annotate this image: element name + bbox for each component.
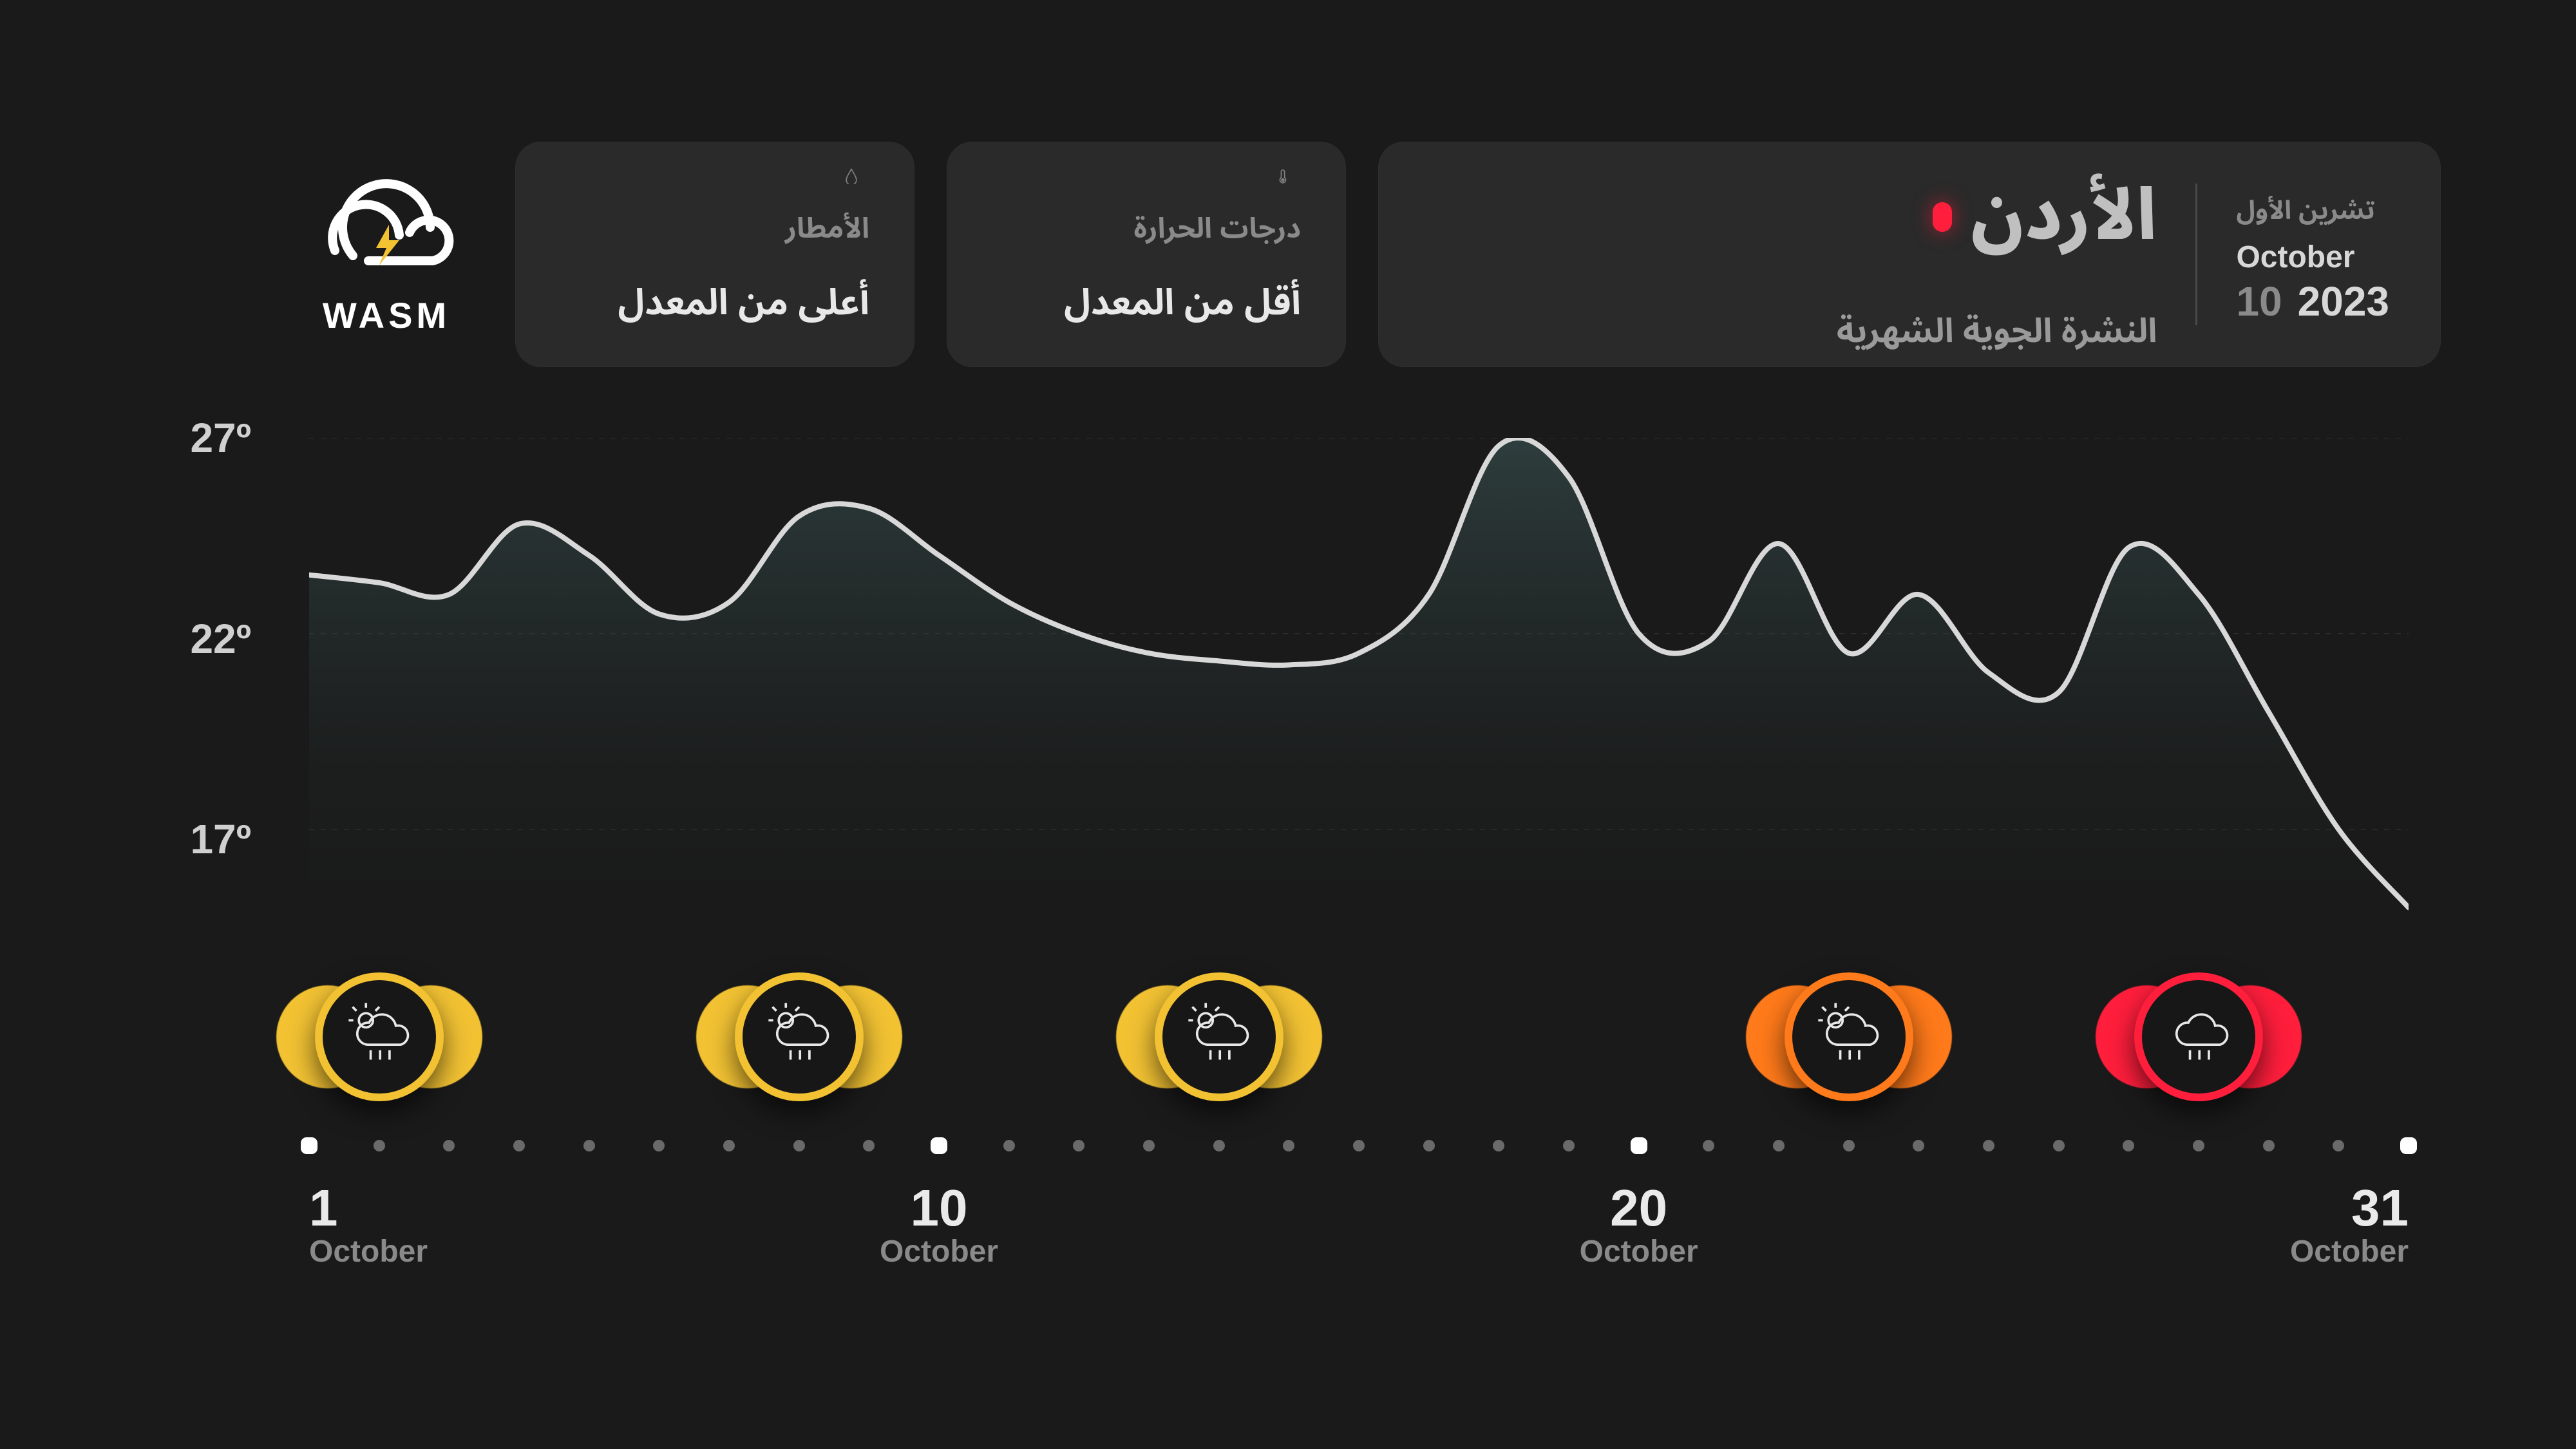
day-dot (1631, 1137, 1647, 1154)
day-dot (1983, 1140, 1994, 1151)
brand-logo: WASM (290, 142, 483, 367)
card-rain: الأمطار أعلى من المعدل (515, 142, 914, 367)
day-dot (1843, 1140, 1855, 1151)
weather-badge (1155, 972, 1283, 1101)
hero-title-block: الأردن النشرة الجوية الشهرية (1837, 142, 2157, 367)
day-dot (1423, 1140, 1435, 1151)
rain-value: أعلى من المعدل (618, 265, 869, 341)
day-dot (443, 1140, 455, 1151)
day-dot (583, 1140, 595, 1151)
y-tick-label: 22º (190, 615, 251, 663)
header-row: WASM الأمطار أعلى من المعدل درجات الحرار… (290, 142, 2441, 367)
day-dot (2053, 1140, 2065, 1151)
weather-badge (735, 972, 864, 1101)
year: 2023 (2298, 278, 2389, 325)
day-dot (1143, 1140, 1155, 1151)
x-tick-label: 10October (880, 1179, 998, 1269)
day-dot (2263, 1140, 2275, 1151)
day-dot (2123, 1140, 2134, 1151)
weather-badge (315, 972, 444, 1101)
day-dot (374, 1140, 385, 1151)
temp-value: أقل من المعدل (1064, 265, 1301, 341)
day-dot (1073, 1140, 1084, 1151)
day-dot (1703, 1140, 1714, 1151)
hero-country: الأردن (1933, 142, 2157, 292)
chart-area: 27º22º17º (129, 438, 2447, 1282)
y-axis-labels: 27º22º17º (129, 438, 270, 960)
hero-subtitle: النشرة الجوية الشهرية (1837, 297, 2157, 367)
day-dot (723, 1140, 735, 1151)
day-dot (1213, 1140, 1225, 1151)
brand-name: WASM (323, 294, 450, 336)
day-dot (1773, 1140, 1785, 1151)
x-tick-label: 1October (309, 1179, 428, 1269)
y-tick-label: 17º (190, 815, 251, 863)
hero-divider (2195, 184, 2197, 325)
day-dot (1493, 1140, 1504, 1151)
weather-badge-row (309, 972, 2409, 1114)
card-hero: الأردن النشرة الجوية الشهرية تشرين الأول… (1378, 142, 2441, 367)
day-dot (653, 1140, 665, 1151)
raindrop-icon (833, 167, 869, 184)
rain-label: الأمطار (785, 200, 869, 259)
country-name: الأردن (1971, 142, 2157, 292)
day-dot (1283, 1140, 1294, 1151)
day-dot (931, 1137, 947, 1154)
temperature-chart (309, 438, 2409, 947)
day-dot (1563, 1140, 1575, 1151)
y-tick-label: 27º (190, 414, 251, 462)
day-dot (2333, 1140, 2344, 1151)
day-dot (1913, 1140, 1924, 1151)
weather-badge (1785, 972, 1913, 1101)
month-arabic: تشرين الأول (2236, 184, 2374, 238)
day-dot (2193, 1140, 2204, 1151)
temp-label: درجات الحرارة (1134, 200, 1301, 259)
day-dot (301, 1137, 317, 1154)
x-axis-labels: 1October 10October 20October 31October (309, 1179, 2409, 1282)
hero-date-block: تشرين الأول October 2023 10 (2236, 184, 2389, 325)
day-dot-strip (309, 1140, 2409, 1159)
weather-badge (2134, 972, 2263, 1101)
month-number: 10 (2236, 278, 2282, 325)
day-dot (793, 1140, 805, 1151)
live-dot-icon (1933, 202, 1952, 232)
day-dot (863, 1140, 875, 1151)
x-tick-label: 20October (1580, 1179, 1698, 1269)
x-tick-label: 31October (2290, 1179, 2409, 1269)
thermometer-icon (1265, 167, 1301, 184)
day-dot (1353, 1140, 1365, 1151)
day-dot (2400, 1137, 2417, 1154)
day-dot (513, 1140, 525, 1151)
wasm-logo-icon (309, 173, 464, 289)
card-temperature: درجات الحرارة أقل من المعدل (947, 142, 1346, 367)
day-dot (1003, 1140, 1015, 1151)
month-english: October (2236, 240, 2354, 275)
